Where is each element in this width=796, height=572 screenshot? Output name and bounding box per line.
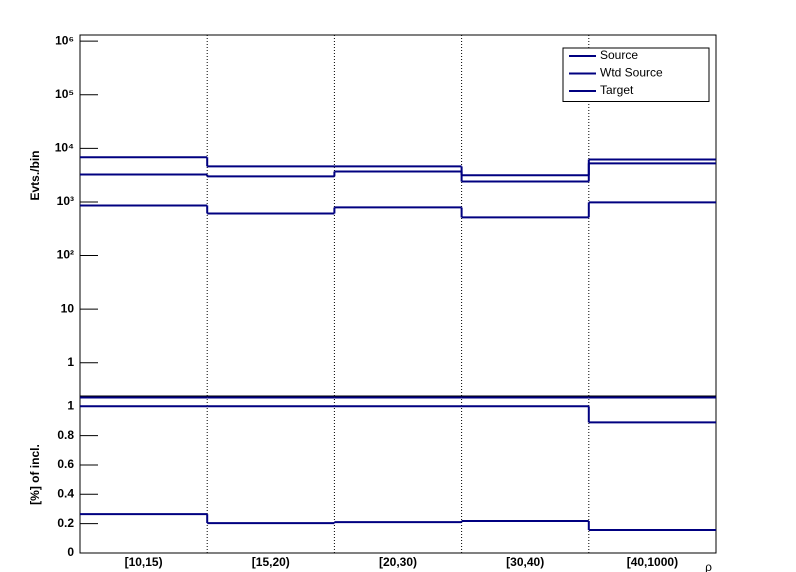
x-axis-label: ρ xyxy=(705,560,712,572)
y-tick-label: 0.4 xyxy=(57,486,74,500)
x-tick-label: [40,1000) xyxy=(627,555,678,569)
x-tick-label: [20,30) xyxy=(379,555,417,569)
y-tick-label: 0.8 xyxy=(57,428,74,442)
legend-label: Wtd Source xyxy=(600,66,663,80)
y-tick-label: 10² xyxy=(57,248,74,262)
y-tick-label: 10⁶ xyxy=(55,33,74,47)
x-tick-label: [30,40) xyxy=(506,555,544,569)
y-tick-label: 0.6 xyxy=(57,457,74,471)
legend-label: Source xyxy=(600,48,638,62)
y-tick-label: 0 xyxy=(67,545,74,559)
y-tick-label: 10⁵ xyxy=(55,87,74,101)
y-tick-label: 10³ xyxy=(57,194,74,208)
y-axis-label: Evts./bin xyxy=(28,150,42,200)
y-tick-label: 10 xyxy=(61,301,75,315)
legend-box xyxy=(562,47,710,102)
x-tick-label: [15,20) xyxy=(252,555,290,569)
plot-frame xyxy=(79,395,717,554)
x-tick-label: [10,15) xyxy=(125,555,163,569)
legend-label: Target xyxy=(600,83,634,97)
y-axis-label: [%] of incl. xyxy=(28,444,42,505)
y-tick-label: 1 xyxy=(67,398,74,412)
y-tick-label: 0.2 xyxy=(57,516,74,530)
y-tick-label: 1 xyxy=(67,355,74,369)
y-tick-label: 10⁴ xyxy=(55,141,74,155)
